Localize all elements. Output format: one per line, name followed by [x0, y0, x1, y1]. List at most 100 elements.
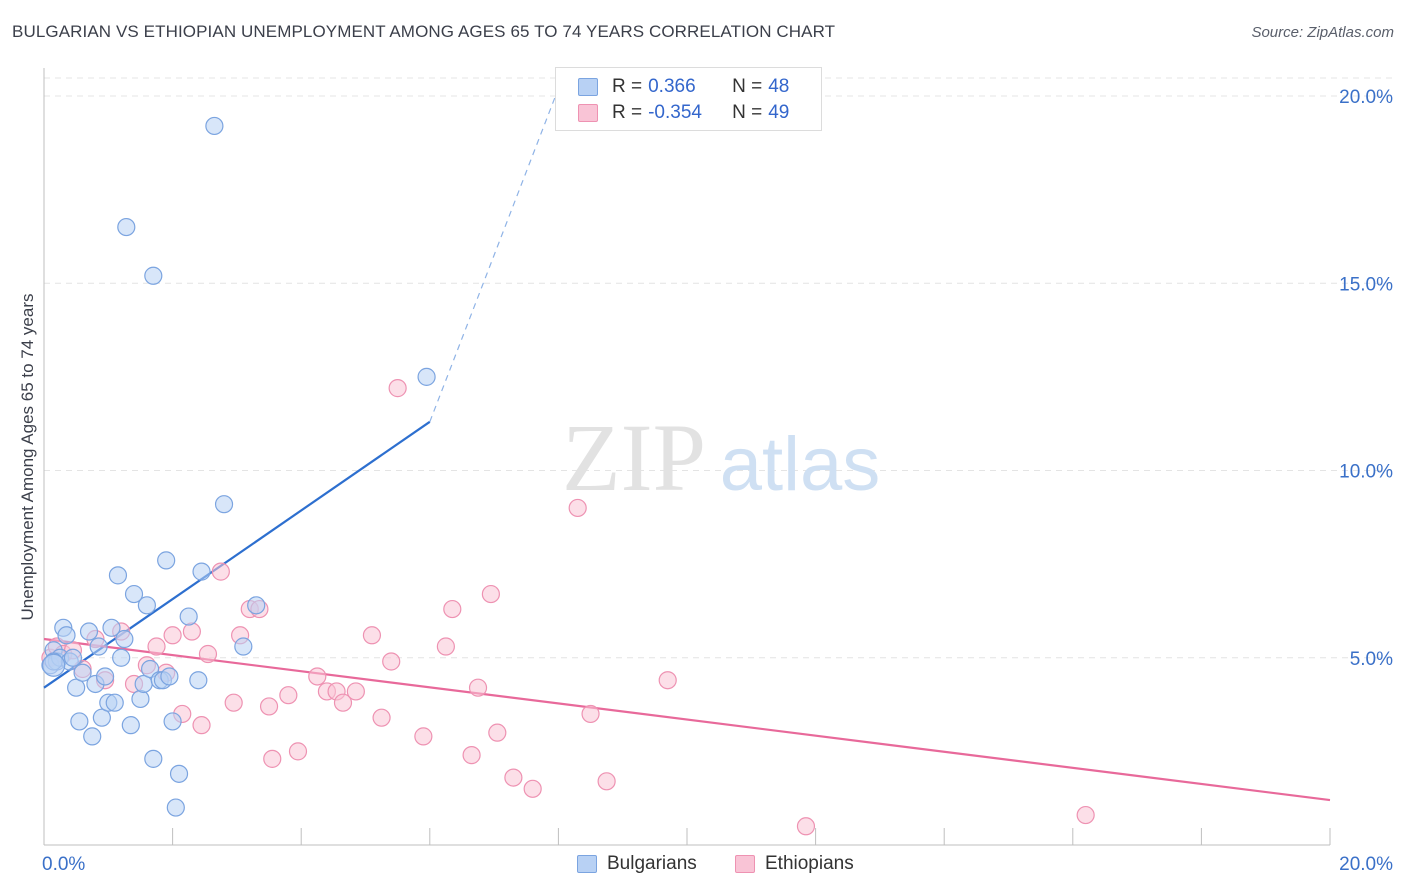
point-ethiopians — [147, 637, 166, 656]
point-bulgarians — [102, 618, 121, 637]
point-ethiopians — [414, 727, 433, 746]
trend-line-bulgarians — [43, 420, 431, 689]
point-ethiopians — [308, 667, 327, 686]
legend-label-ethiopians: Ethiopians — [765, 853, 854, 874]
point-ethiopians — [796, 817, 816, 836]
point-bulgarians — [124, 584, 144, 604]
point-ethiopians — [182, 622, 201, 641]
point-ethiopians — [288, 742, 308, 761]
trend-lines — [43, 88, 1331, 802]
point-bulgarians — [57, 626, 76, 645]
point-bulgarians — [234, 637, 253, 656]
point-bulgarians — [166, 798, 185, 817]
tick-labels: 5.0% 10.0% 15.0% 20.0% 0.0% 20.0% — [42, 87, 1393, 875]
point-bulgarians — [63, 648, 83, 667]
watermark: ZIP atlas — [562, 404, 880, 511]
legend-r-value: 0.366 — [648, 76, 696, 97]
point-bulgarians — [112, 648, 131, 667]
trend-line-bulgarians-extrapolated — [429, 88, 559, 423]
point-bulgarians — [214, 495, 234, 514]
point-ethiopians — [224, 693, 243, 712]
point-bulgarians — [169, 764, 189, 783]
legend-item-ethiopians[interactable]: Ethiopians — [735, 853, 854, 875]
point-ethiopians — [211, 562, 230, 581]
y-tick-label: 5.0% — [1350, 649, 1393, 670]
point-bulgarians — [73, 663, 92, 682]
stats-legend: R = 0.366 N = 48 R = -0.354 N = 49 — [555, 67, 822, 131]
legend-r-label: R = — [612, 102, 643, 123]
legend-n-label: N = — [732, 76, 763, 97]
point-bulgarians-cluster — [42, 653, 66, 677]
legend-item-bulgarians[interactable]: Bulgarians — [577, 853, 697, 875]
point-bulgarians — [179, 607, 198, 626]
point-bulgarians — [79, 622, 99, 641]
series-legend: Bulgarians Ethiopians — [0, 853, 1406, 877]
source-label: Source: ZipAtlas.com — [1251, 24, 1394, 41]
point-ethiopians — [658, 671, 677, 690]
point-bulgarians — [137, 596, 156, 615]
grid-lines — [44, 77, 1395, 659]
point-bulgarians — [144, 749, 163, 768]
point-ethiopians — [568, 498, 587, 518]
x-tick-label: 0.0% — [42, 854, 85, 875]
legend-row-ethiopians: R = -0.354 N = 49 — [578, 101, 789, 125]
point-bulgarians — [92, 708, 111, 727]
chart-title: BULGARIAN VS ETHIOPIAN UNEMPLOYMENT AMON… — [12, 22, 836, 41]
legend-n-label: N = — [732, 102, 763, 123]
legend-n-value: 49 — [768, 102, 790, 123]
y-tick-label: 10.0% — [1339, 462, 1393, 483]
point-bulgarians — [121, 716, 140, 735]
point-ethiopians — [388, 379, 407, 398]
watermark-zip: ZIP — [562, 404, 706, 511]
point-ethiopians — [443, 599, 462, 619]
legend-r-value: -0.354 — [648, 102, 702, 123]
point-ethiopians — [523, 779, 542, 798]
watermark-atlas: atlas — [720, 422, 881, 507]
point-ethiopians — [504, 768, 523, 787]
point-ethiopians — [436, 637, 455, 656]
point-bulgarians — [160, 667, 179, 686]
point-bulgarians — [115, 629, 134, 649]
legend-label-bulgarians: Bulgarians — [607, 853, 697, 874]
point-bulgarians — [131, 689, 150, 709]
point-ethiopians — [488, 723, 507, 742]
point-ethiopians — [362, 626, 382, 645]
legend-swatch-pink — [735, 855, 755, 873]
legend-n-value: 48 — [768, 76, 790, 97]
point-bulgarians — [67, 678, 86, 697]
point-bulgarians — [95, 667, 115, 686]
legend-swatch-blue — [578, 78, 598, 96]
y-tick-label: 15.0% — [1339, 274, 1393, 295]
point-bulgarians — [108, 566, 128, 585]
point-ethiopians — [581, 704, 600, 724]
legend-r-label: R = — [612, 76, 643, 97]
point-bulgarians — [89, 637, 108, 656]
point-bulgarians — [189, 671, 208, 690]
point-bulgarians — [417, 367, 436, 386]
point-ethiopians — [259, 697, 279, 716]
point-ethiopians — [462, 746, 481, 765]
point-ethiopians — [382, 652, 401, 671]
data-points — [41, 116, 1095, 836]
legend-row-bulgarians: R = 0.366 N = 48 — [578, 75, 789, 99]
point-ethiopians — [263, 749, 282, 768]
point-ethiopians — [192, 716, 211, 735]
point-ethiopians — [333, 693, 353, 712]
axes — [43, 68, 1331, 846]
trend-line-ethiopians — [43, 637, 1331, 802]
point-bulgarians — [192, 562, 211, 581]
point-ethiopians — [597, 772, 616, 791]
point-ethiopians — [346, 682, 365, 701]
point-bulgarians — [105, 693, 124, 712]
point-bulgarians — [117, 217, 136, 237]
point-bulgarians — [157, 551, 176, 570]
point-bulgarians — [163, 712, 182, 731]
legend-swatch-blue — [577, 855, 597, 873]
y-tick-label: 20.0% — [1339, 87, 1393, 108]
point-ethiopians — [468, 678, 488, 697]
legend-swatch-pink — [578, 104, 598, 122]
point-bulgarians — [70, 712, 89, 731]
y-axis-label: Unemployment Among Ages 65 to 74 years — [18, 294, 37, 621]
point-bulgarians — [205, 116, 224, 136]
